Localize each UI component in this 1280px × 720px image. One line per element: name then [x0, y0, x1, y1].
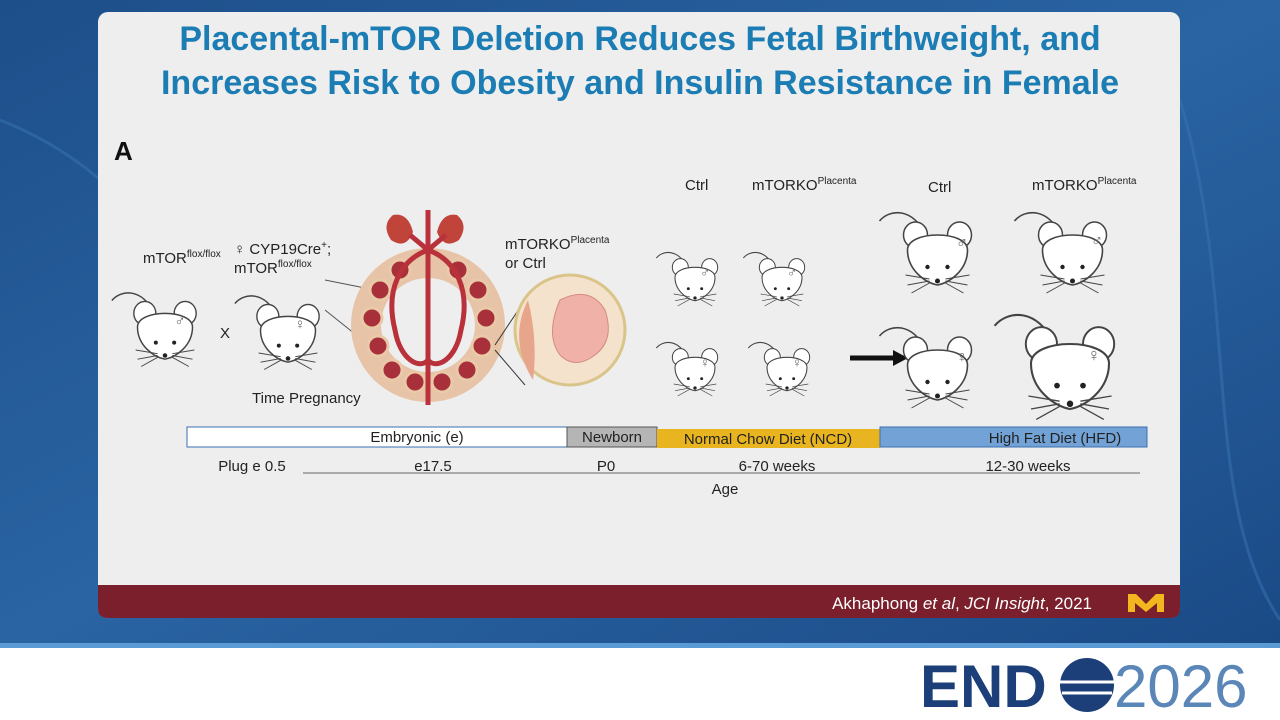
university-logo — [1128, 594, 1164, 612]
phase-bar — [657, 429, 880, 448]
label-sup: + — [321, 240, 327, 251]
label-base: mTOR — [143, 250, 187, 267]
female-label: mTORflox/flox — [234, 259, 312, 277]
sex-symbol: ♀ — [1087, 345, 1101, 365]
sex-symbol: ♀ — [700, 355, 710, 370]
label-base: mTORKO — [1032, 177, 1098, 194]
label-end: ; — [327, 241, 331, 258]
phase-label: Newborn — [582, 429, 642, 446]
citation-band — [98, 585, 1180, 618]
sex-symbol: ♀ — [956, 349, 968, 366]
offspring-label: or Ctrl — [505, 255, 546, 272]
timepoint: 12-30 weeks — [985, 458, 1070, 475]
label-base: mTOR — [234, 260, 278, 277]
phase-label: Normal Chow Diet (NCD) — [684, 431, 852, 448]
sex-symbol: ♂ — [956, 235, 968, 252]
timepoint: 6-70 weeks — [739, 458, 816, 475]
sex-symbol: ♀ — [294, 316, 305, 333]
citation-etal: et al — [918, 594, 956, 613]
label-base: ♀ CYP19Cre — [234, 241, 321, 258]
label-sup: Placenta — [571, 235, 610, 246]
citation-author: Akhaphong — [832, 594, 918, 613]
sex-symbol: ♂ — [700, 265, 710, 280]
sex-symbol: ♂ — [1091, 233, 1103, 250]
sex-symbol: ♂ — [174, 313, 185, 330]
label-sup: Placenta — [818, 176, 857, 187]
group-label: mTORKOPlacenta — [752, 176, 857, 194]
timepoint: P0 — [597, 458, 615, 475]
citation-year: , 2021 — [1045, 594, 1092, 613]
logo-right: 2026 — [1114, 653, 1247, 720]
sex-symbol: ♀ — [792, 355, 802, 370]
panel-label: A — [114, 136, 133, 166]
phase-label: High Fat Diet (HFD) — [989, 430, 1122, 447]
label-base: mTORKO — [505, 236, 571, 253]
slide-card — [98, 12, 1180, 618]
citation-sep: , — [955, 594, 964, 613]
caption: Time Pregnancy — [252, 390, 361, 407]
citation-journal: JCI Insight — [963, 594, 1046, 613]
title-line: Placental-mTOR Deletion Reduces Fetal Bi… — [179, 20, 1100, 58]
phase-bar — [879, 426, 1148, 448]
label-base: mTORKO — [752, 177, 818, 194]
timepoint: Plug e 0.5 — [218, 458, 286, 475]
offspring-label: mTORKOPlacenta — [505, 235, 610, 253]
group-label: mTORKOPlacenta — [1032, 176, 1137, 194]
male-label: mTORflox/flox — [143, 249, 221, 267]
label-sup: flox/flox — [278, 259, 312, 270]
label-sup: flox/flox — [187, 249, 221, 260]
cross: X — [220, 325, 230, 342]
label-sup: Placenta — [1098, 176, 1137, 187]
group-label: Ctrl — [685, 177, 708, 194]
logo-globe — [1060, 658, 1114, 712]
title-line: Increases Risk to Obesity and Insulin Re… — [161, 64, 1119, 102]
timepoint: e17.5 — [414, 458, 452, 475]
sex-symbol: ♂ — [787, 265, 797, 280]
uterus-illustration — [324, 210, 627, 405]
arrow — [893, 350, 908, 366]
group-label: Ctrl — [928, 179, 951, 196]
phase-label: Embryonic (e) — [370, 429, 463, 446]
logo-left: END — [920, 653, 1047, 720]
axis-label: Age — [712, 481, 739, 498]
citation: Akhaphong et al, JCI Insight, 2021 — [832, 594, 1092, 613]
female-label: ♀ CYP19Cre+; — [234, 240, 331, 258]
